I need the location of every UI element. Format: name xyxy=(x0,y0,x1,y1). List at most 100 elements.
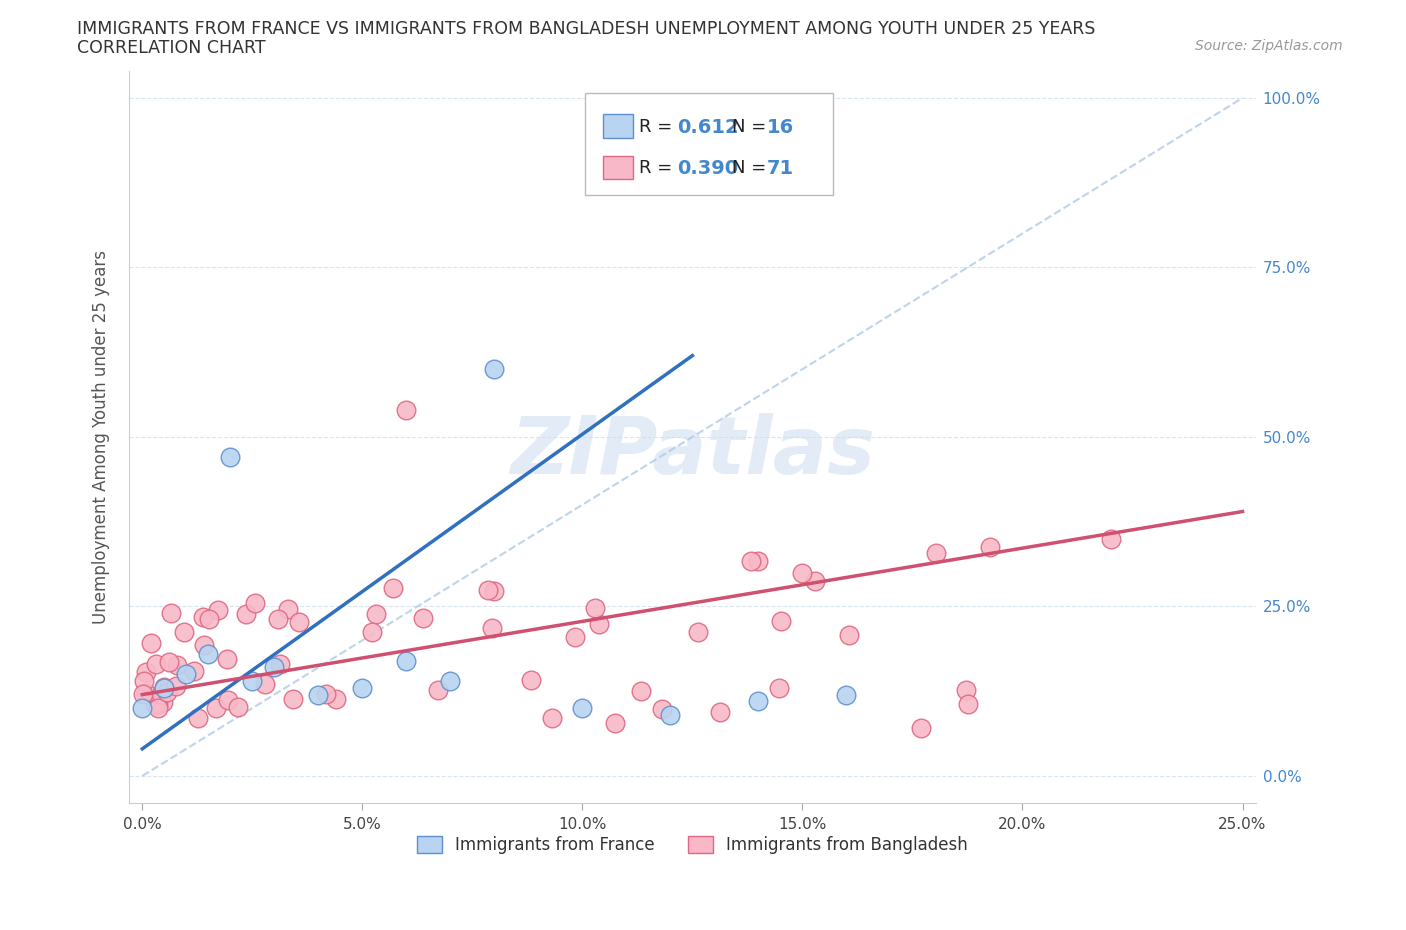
Point xyxy=(240,673,263,688)
Point xyxy=(395,653,418,668)
Legend: Immigrants from France, Immigrants from Bangladesh: Immigrants from France, Immigrants from … xyxy=(411,830,974,860)
Point xyxy=(603,715,626,730)
Text: 16: 16 xyxy=(766,118,794,137)
Point xyxy=(583,601,606,616)
Point xyxy=(132,673,155,688)
Point xyxy=(477,582,499,597)
Point xyxy=(325,692,347,707)
Point xyxy=(412,611,434,626)
Point xyxy=(145,697,167,711)
Point xyxy=(651,701,673,716)
Text: ZIPatlas: ZIPatlas xyxy=(510,413,875,491)
Point xyxy=(267,612,290,627)
Point xyxy=(955,683,977,698)
Point xyxy=(193,609,215,624)
Point xyxy=(925,546,948,561)
Point xyxy=(217,693,239,708)
Point xyxy=(366,606,388,621)
Point xyxy=(139,635,162,650)
Point xyxy=(235,606,257,621)
Point xyxy=(135,664,157,679)
Point xyxy=(197,646,219,661)
Point xyxy=(659,708,682,723)
Point xyxy=(838,628,860,643)
Point xyxy=(269,657,291,671)
Point xyxy=(979,539,1001,554)
Point xyxy=(156,684,179,699)
Point xyxy=(381,580,404,595)
Point xyxy=(956,697,979,711)
Point xyxy=(145,657,167,671)
Point xyxy=(571,700,593,715)
Point xyxy=(804,574,827,589)
Text: R =: R = xyxy=(640,159,672,178)
Point xyxy=(193,638,215,653)
Text: CORRELATION CHART: CORRELATION CHART xyxy=(77,39,266,57)
Text: N =: N = xyxy=(733,118,766,136)
Point xyxy=(426,683,449,698)
Point xyxy=(131,700,153,715)
Point xyxy=(183,663,205,678)
Point xyxy=(360,625,382,640)
Point xyxy=(152,694,174,709)
Point xyxy=(770,613,793,628)
Point xyxy=(135,685,157,700)
Point xyxy=(352,681,374,696)
Point xyxy=(395,403,418,418)
Point xyxy=(792,565,814,580)
Point xyxy=(439,673,461,688)
Point xyxy=(173,625,195,640)
Point xyxy=(1099,531,1122,546)
Point xyxy=(165,678,187,693)
Point xyxy=(520,672,543,687)
Point xyxy=(174,667,197,682)
Point xyxy=(588,617,610,631)
Point xyxy=(219,450,242,465)
Text: N =: N = xyxy=(733,159,766,178)
Point xyxy=(132,686,155,701)
Point xyxy=(709,705,731,720)
Point xyxy=(482,584,505,599)
Point xyxy=(148,697,170,711)
Point xyxy=(150,686,173,701)
Point xyxy=(484,362,506,377)
Point xyxy=(166,658,188,672)
FancyBboxPatch shape xyxy=(603,155,633,179)
Point xyxy=(315,686,337,701)
Point xyxy=(157,655,180,670)
Point xyxy=(198,611,221,626)
Point xyxy=(630,684,652,698)
Point xyxy=(253,676,276,691)
Point xyxy=(835,687,858,702)
Point xyxy=(747,694,769,709)
Text: 0.612: 0.612 xyxy=(676,118,738,137)
Point xyxy=(187,711,209,725)
Point xyxy=(215,651,238,666)
Text: 0.390: 0.390 xyxy=(676,159,738,178)
Point xyxy=(205,700,228,715)
Point xyxy=(768,680,790,695)
Text: Source: ZipAtlas.com: Source: ZipAtlas.com xyxy=(1195,39,1343,53)
Point xyxy=(263,660,285,675)
Point xyxy=(226,700,249,715)
Point xyxy=(564,630,586,644)
Point xyxy=(686,625,709,640)
Point xyxy=(910,721,932,736)
Point xyxy=(207,603,229,618)
Point xyxy=(277,601,299,616)
Point xyxy=(146,701,169,716)
Point xyxy=(287,615,309,630)
Point xyxy=(740,554,762,569)
Point xyxy=(281,692,304,707)
Point xyxy=(747,553,769,568)
Text: IMMIGRANTS FROM FRANCE VS IMMIGRANTS FROM BANGLADESH UNEMPLOYMENT AMONG YOUTH UN: IMMIGRANTS FROM FRANCE VS IMMIGRANTS FRO… xyxy=(77,20,1095,38)
Point xyxy=(153,681,176,696)
Text: R =: R = xyxy=(640,118,672,136)
Text: 71: 71 xyxy=(766,159,794,178)
Point xyxy=(307,687,329,702)
Point xyxy=(243,595,266,610)
Y-axis label: Unemployment Among Youth under 25 years: Unemployment Among Youth under 25 years xyxy=(93,250,110,624)
Point xyxy=(152,680,174,695)
Point xyxy=(481,620,503,635)
FancyBboxPatch shape xyxy=(603,114,633,139)
